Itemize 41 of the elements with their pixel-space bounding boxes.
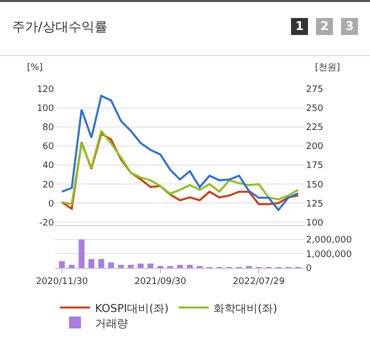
y-tick-label: 40 (42, 161, 54, 172)
bar (177, 264, 183, 268)
legend-label: KOSPI대비(좌) (95, 302, 169, 315)
y-tick-label: 100 (36, 104, 54, 114)
y2-tick-label: 175 (306, 161, 324, 172)
line-series (60, 94, 300, 211)
bar (88, 259, 94, 268)
y-axis-title: [%] (27, 63, 43, 73)
chart-title: 주가/상대수익률 (12, 19, 108, 36)
y2-tick-label: 250 (306, 104, 324, 114)
text: 2 (316, 18, 333, 35)
bar (118, 264, 124, 268)
y-tick-label: 60 (42, 142, 54, 152)
x-tick-label: 2021/09/30 (134, 276, 187, 287)
y-tick-label: -20 (39, 218, 54, 228)
y-tick-label: 20 (42, 180, 54, 190)
bar (138, 264, 144, 268)
y-tick-label: 120 (36, 85, 54, 96)
y2-tick-label: 125 (306, 199, 324, 210)
y-tick-label: 0 (306, 264, 312, 274)
x-tick-label: 2022/07/29 (232, 276, 285, 287)
text: 3 (341, 18, 358, 35)
y2-axis-title: [천원] (315, 63, 340, 73)
y-tick-label: 0 (48, 199, 54, 210)
bar (58, 261, 65, 268)
y2-tick-label: 275 (306, 85, 324, 96)
y-tick-label: 2,000,000 (306, 236, 352, 246)
y2-tick-label: 150 (306, 180, 324, 190)
bar (98, 259, 104, 268)
x-tick-label: 2020/11/30 (36, 276, 88, 287)
y2-tick-label: 225 (306, 123, 324, 134)
bar (148, 264, 154, 268)
y-tick-label: 1,000,000 (306, 250, 352, 260)
y-tick-label: 80 (42, 123, 54, 134)
legend-label: 화학대비(좌) (214, 302, 278, 315)
text: 1 (291, 18, 308, 35)
y2-tick-label: 200 (306, 142, 324, 152)
bar (108, 262, 114, 268)
bar (186, 264, 193, 268)
bar (78, 239, 85, 268)
legend-label: 거래량 (95, 316, 128, 330)
